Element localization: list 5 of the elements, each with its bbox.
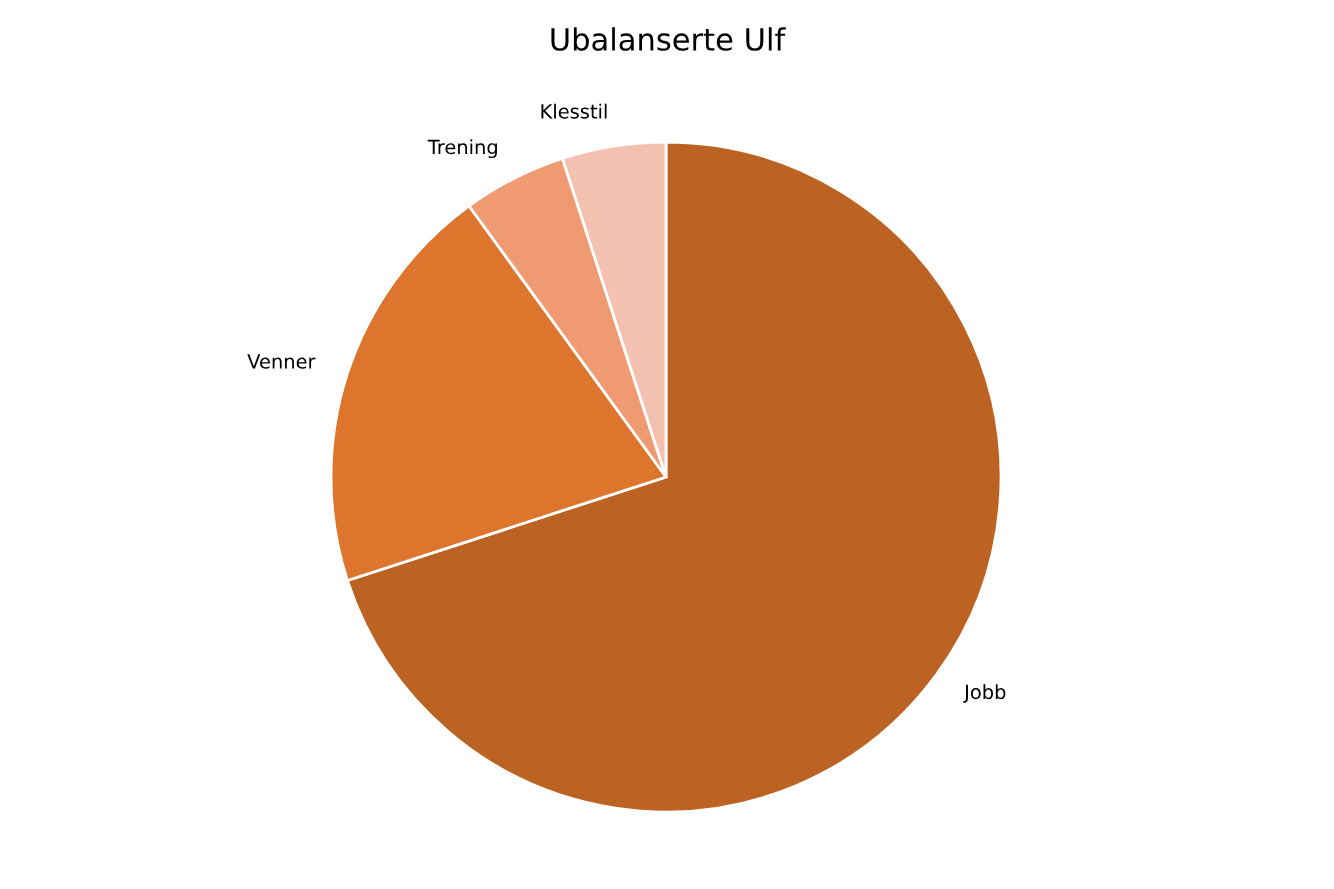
chart-title: Ubalanserte Ulf: [551, 27, 786, 51]
slice-label: Jobb: [963, 684, 1006, 703]
slice-label: Trening: [427, 139, 497, 159]
slice-label: Klesstil: [541, 103, 607, 119]
slice-label: Venner: [247, 354, 316, 369]
